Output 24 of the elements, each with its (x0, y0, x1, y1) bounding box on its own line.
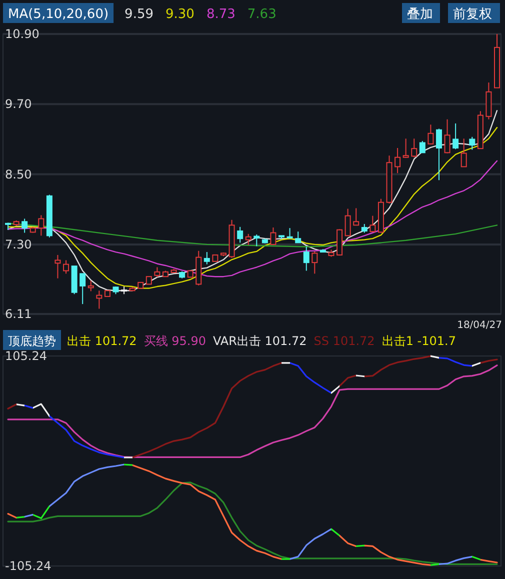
y-tick-label: -105.24 (5, 559, 52, 573)
text: 出击1 -101.7 (382, 334, 456, 348)
chart-title: 顶底趋势 (8, 334, 56, 348)
candlestick (96, 290, 102, 310)
chart-title: MA(5,10,20,60) (8, 7, 109, 22)
line-series (7, 160, 498, 278)
text: 7.63 (247, 7, 276, 22)
y-tick-label: 8.50 (5, 167, 32, 182)
text: 9.59 (124, 7, 154, 22)
text: 叠加 (407, 7, 433, 22)
text: 18/04/27 (457, 320, 502, 331)
y-tick-label: 6.11 (5, 307, 32, 321)
text: VAR出击 101.72 (212, 334, 307, 348)
text: 9.30 (166, 7, 194, 22)
y-tick-label: 9.70 (5, 97, 32, 112)
text: 前复权 (453, 7, 492, 22)
y-tick-label: 10.90 (5, 27, 40, 41)
text: 8.73 (206, 7, 236, 22)
y-tick-label: 7.30 (5, 237, 32, 252)
text: 出击 101.72 (67, 334, 137, 348)
candlestick (394, 147, 401, 174)
text: 买线 95.90 (144, 334, 206, 348)
text: SS 101.72 (314, 334, 375, 348)
y-tick-label: 105.24 (5, 349, 47, 363)
